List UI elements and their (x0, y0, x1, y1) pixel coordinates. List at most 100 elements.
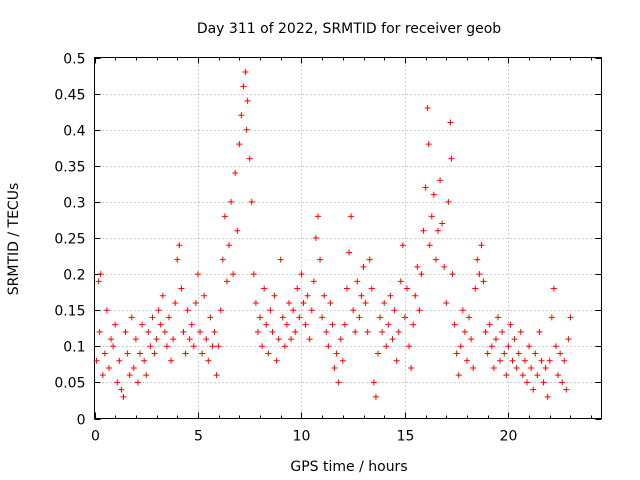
data-point (377, 314, 384, 321)
data-point (449, 271, 456, 278)
data-point (312, 235, 319, 241)
x-tick-label: 10 (293, 429, 311, 445)
data-point (559, 379, 566, 386)
data-point (209, 343, 216, 350)
data-point (165, 314, 172, 321)
data-point (425, 141, 432, 148)
data-point (271, 292, 278, 299)
data-point (300, 299, 307, 306)
data-point (118, 386, 125, 393)
data-point (101, 350, 108, 357)
data-point (503, 372, 510, 379)
data-point (250, 271, 257, 278)
data-point (513, 364, 520, 371)
data-point (565, 336, 572, 343)
data-point (157, 321, 164, 328)
data-point (461, 328, 468, 335)
data-point (302, 321, 309, 328)
y-tick-label: 0.2 (63, 268, 85, 284)
data-point (159, 292, 166, 299)
data-point (213, 372, 220, 379)
x-tick-label: 0 (91, 429, 100, 445)
data-point (408, 364, 415, 371)
data-point (352, 328, 359, 335)
data-point (161, 328, 168, 335)
data-point (480, 278, 487, 285)
data-point (321, 292, 328, 299)
data-point (304, 292, 311, 299)
data-point (184, 307, 191, 314)
data-point (511, 336, 518, 343)
y-tick-label: 0.25 (54, 232, 85, 248)
data-point (130, 364, 137, 371)
data-point (203, 336, 210, 343)
data-point (145, 328, 152, 335)
data-point (244, 97, 251, 104)
data-point (505, 343, 512, 350)
data-point (232, 170, 239, 177)
data-point (306, 336, 313, 343)
data-point (538, 357, 545, 364)
data-point (532, 350, 539, 357)
data-point (221, 213, 228, 220)
data-point (219, 256, 226, 263)
data-point (288, 336, 295, 343)
data-point (383, 343, 390, 350)
y-tick-label: 0.3 (63, 196, 85, 212)
data-point (557, 350, 564, 357)
data-point (207, 314, 214, 321)
data-point (379, 328, 386, 335)
data-point (455, 372, 462, 379)
data-point (277, 256, 284, 263)
data-point (420, 227, 427, 234)
data-point (308, 307, 315, 314)
data-point (182, 350, 189, 357)
y-tick-label: 0.45 (54, 88, 85, 104)
data-point (96, 328, 103, 335)
x-axis-label: GPS time / hours (290, 459, 407, 475)
data-point (492, 336, 499, 343)
data-point (335, 379, 342, 386)
data-point (401, 314, 408, 321)
data-point (437, 177, 444, 184)
data-point (333, 350, 340, 357)
data-point (468, 336, 475, 343)
data-point (294, 285, 301, 292)
data-point (542, 364, 549, 371)
data-point (310, 278, 317, 285)
data-point (172, 299, 179, 306)
data-point (99, 372, 106, 379)
data-point (290, 307, 297, 314)
data-point (103, 307, 110, 314)
data-point (122, 328, 129, 335)
data-point (412, 292, 419, 299)
data-point (211, 328, 218, 335)
data-point (238, 112, 245, 119)
data-point (555, 372, 562, 379)
data-point (275, 336, 282, 343)
data-point (323, 328, 330, 335)
data-point (124, 350, 131, 357)
data-point (126, 372, 133, 379)
data-point (393, 357, 400, 364)
grid-lines (94, 57, 602, 419)
data-point (397, 278, 404, 285)
data-point (97, 271, 104, 278)
data-point (362, 299, 369, 306)
data-point (509, 357, 516, 364)
data-point (339, 357, 346, 364)
data-point (567, 314, 574, 321)
data-point (217, 307, 224, 314)
data-point (410, 321, 417, 328)
data-point (199, 350, 206, 357)
data-point (368, 285, 375, 292)
data-point (174, 256, 181, 263)
data-point (215, 343, 222, 350)
data-point (364, 328, 371, 335)
data-point (242, 68, 249, 75)
data-point (534, 372, 541, 379)
data-point (358, 292, 365, 299)
data-point (536, 328, 543, 335)
data-point (416, 307, 423, 314)
data-point (168, 357, 175, 364)
